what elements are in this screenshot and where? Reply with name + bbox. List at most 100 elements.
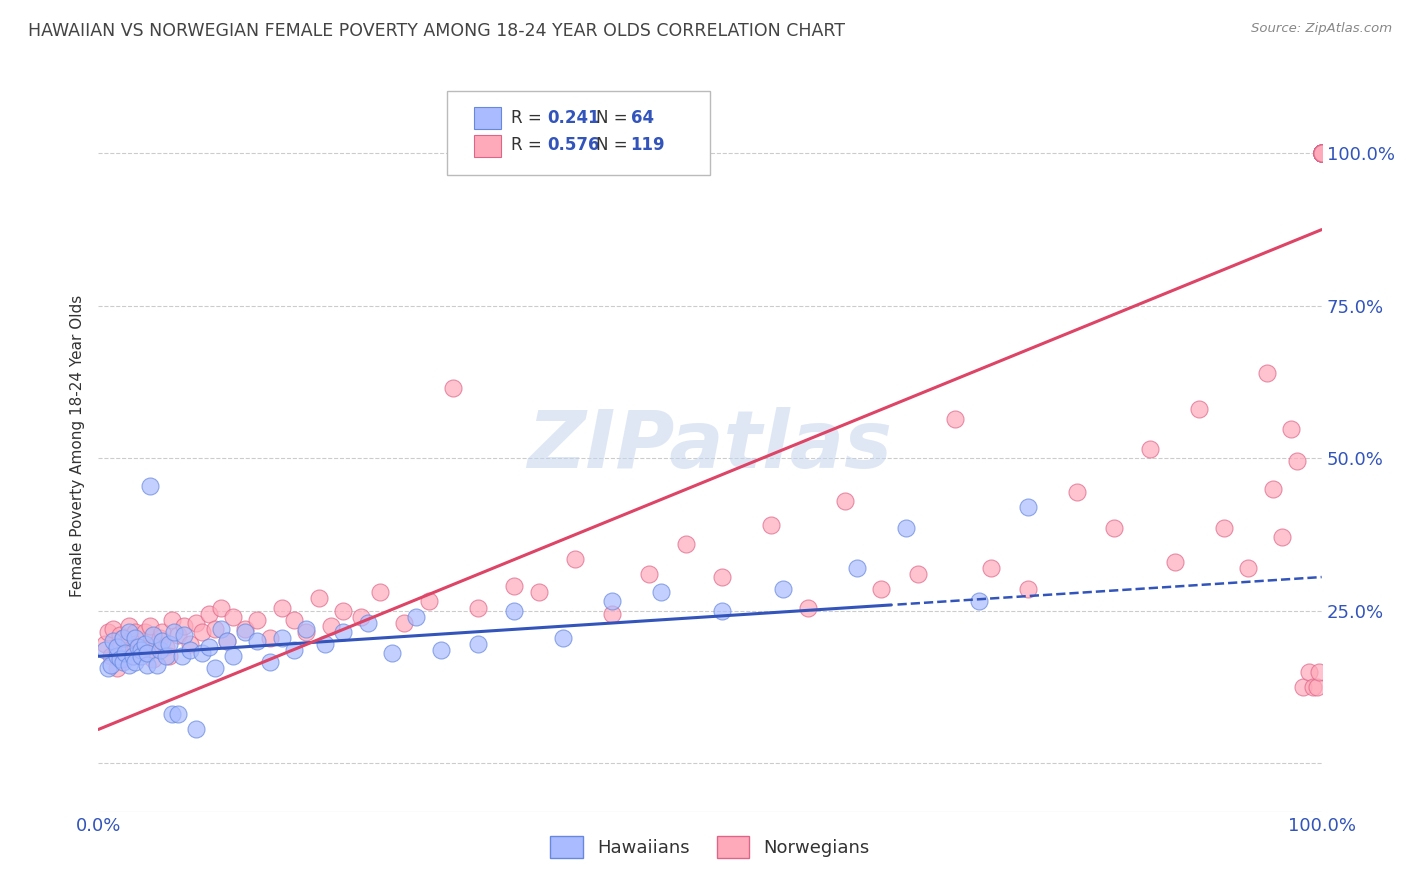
Point [1310,146,1333,161]
Point [209,600,232,615]
Point [167,628,190,642]
Point [160,613,183,627]
Point [553,631,575,645]
Point [215,634,238,648]
Point [503,604,526,618]
Point [129,643,152,657]
Point [259,656,281,670]
Text: N =: N = [596,109,633,127]
Text: 119: 119 [630,136,665,154]
Point [356,615,378,630]
Point [167,707,190,722]
Point [1310,146,1333,161]
Point [772,582,794,597]
Text: 64: 64 [630,109,654,127]
Point [155,649,177,664]
Point [118,658,141,673]
Point [711,570,734,584]
Point [1310,146,1333,161]
FancyBboxPatch shape [447,91,710,176]
Point [111,631,134,645]
FancyBboxPatch shape [474,136,501,157]
Point [943,411,966,425]
Point [1310,146,1333,161]
Point [527,585,550,599]
Point [308,591,330,606]
Point [1308,665,1330,679]
Point [136,658,159,673]
Point [142,628,165,642]
Point [124,631,146,645]
Point [111,631,134,645]
Point [332,604,354,618]
Point [1310,146,1333,161]
Text: 0.576: 0.576 [547,136,600,154]
Point [295,622,318,636]
Point [503,579,526,593]
Point [146,658,169,673]
Point [209,622,232,636]
Point [1310,146,1333,161]
Point [215,634,238,648]
Point [259,631,281,645]
Point [149,631,172,645]
Point [1271,530,1294,544]
Point [100,658,122,673]
Point [1017,500,1039,514]
Point [1286,454,1309,468]
Point [1310,146,1333,161]
Point [157,637,180,651]
Point [246,613,269,627]
Point [173,628,195,642]
Point [600,607,623,621]
Point [761,518,783,533]
Point [1256,366,1278,380]
Point [350,609,373,624]
Point [110,628,132,642]
Point [191,646,214,660]
Point [1310,146,1333,161]
Point [1310,146,1333,161]
Point [157,649,180,664]
Point [124,624,146,639]
Point [1164,555,1187,569]
Point [711,604,734,618]
Point [1310,146,1333,161]
Point [191,624,214,639]
Point [233,624,256,639]
Point [124,637,146,651]
Point [105,643,128,657]
Point [270,631,294,645]
Point [136,646,159,660]
Point [105,661,128,675]
Point [1310,146,1333,161]
Point [1292,680,1315,694]
Point [1310,146,1333,161]
Point [368,585,391,599]
Point [467,600,489,615]
Point [295,624,318,639]
Point [134,624,156,639]
Point [1298,665,1320,679]
Point [150,624,173,639]
Point [1310,146,1333,161]
Point [129,634,152,648]
Point [283,613,305,627]
Point [1310,146,1333,161]
Point [980,561,1002,575]
Point [222,609,245,624]
Point [105,640,128,655]
Point [894,521,917,535]
Point [1188,402,1211,417]
Point [1279,422,1302,436]
Point [186,615,208,630]
Point [564,551,586,566]
Point [1310,146,1333,161]
Point [270,600,294,615]
Point [100,649,122,664]
Point [600,594,623,608]
Point [650,585,672,599]
Point [967,594,990,608]
Point [1139,442,1161,456]
Point [139,619,162,633]
